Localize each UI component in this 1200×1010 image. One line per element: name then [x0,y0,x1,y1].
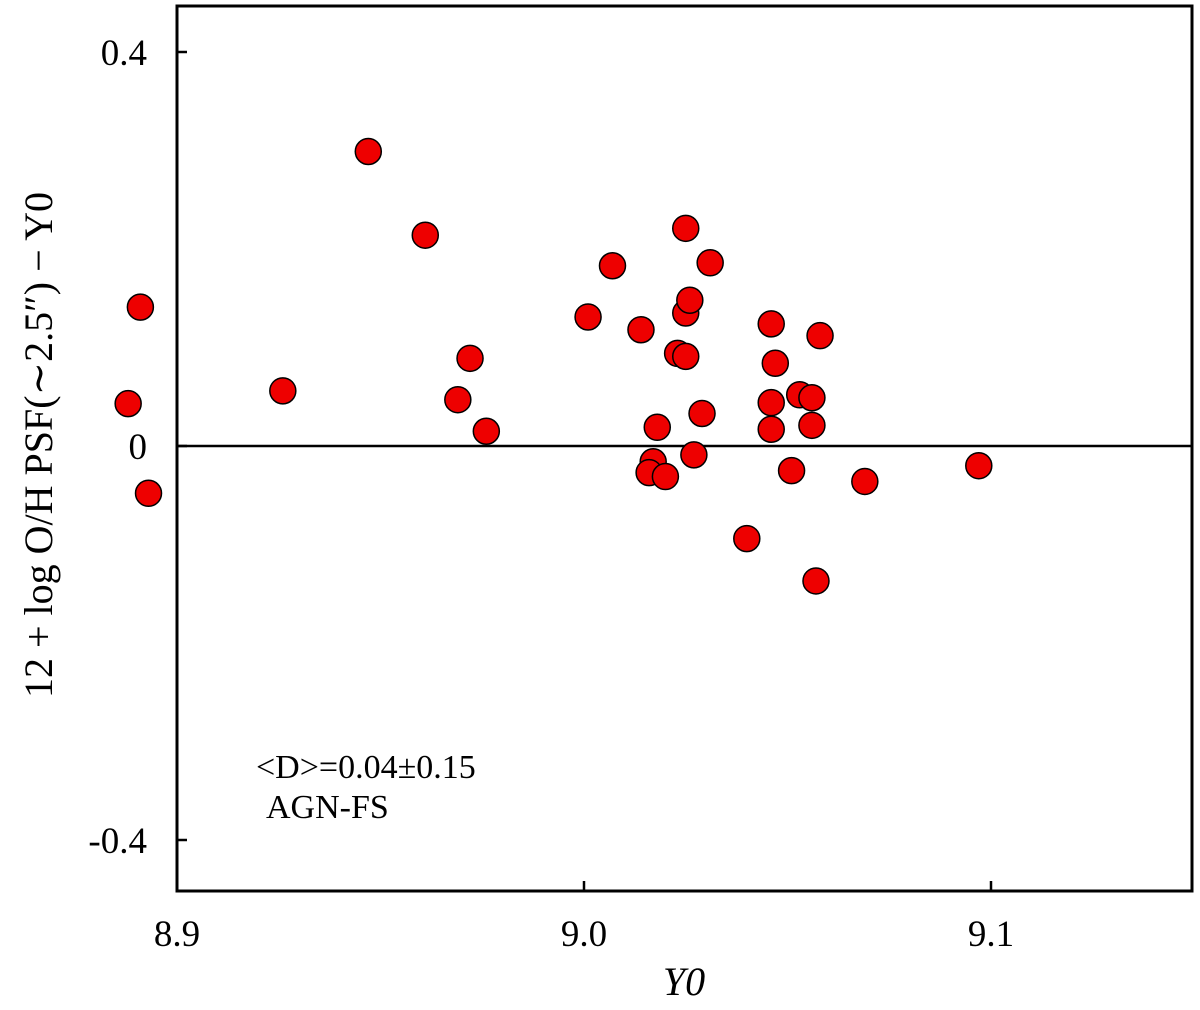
data-point [757,388,785,417]
data-point [126,293,155,321]
data-point [627,316,655,344]
x-tick-label: 8.9 [154,914,200,955]
data-point [965,451,993,480]
data-point [114,389,142,418]
y-tick-label: 0.4 [101,33,147,74]
data-points [114,137,993,595]
x-tick-label: 9.1 [968,914,1014,955]
data-point [456,344,484,373]
data-point [757,310,785,338]
data-point [761,349,790,378]
x-tick-label: 9.0 [561,914,607,955]
data-point [444,385,472,414]
data-point [696,249,724,277]
data-point [777,456,806,485]
data-point [806,321,834,350]
y-tick-label: 0 [129,427,148,468]
data-point [354,137,383,166]
y-axis-title: 12 + log O/H PSF(∼2.5″) − Y0 [16,192,61,698]
data-point [851,467,879,496]
data-point [269,377,297,405]
data-point [651,462,680,491]
data-point [680,441,708,469]
data-point [757,415,785,444]
y-axis-ticks: 0.4 0 -0.4 [88,33,187,862]
data-point [688,399,716,428]
data-point [134,479,163,508]
data-point [672,342,700,371]
data-point [574,303,602,331]
data-point [643,413,672,442]
x-axis-ticks: 8.9 9.0 9.1 [154,881,1014,955]
data-point [472,417,501,445]
x-axis-title: Y0 [663,959,705,1004]
data-point [598,251,627,280]
data-point [411,221,440,249]
annotation-sample-label: AGN-FS [266,789,389,826]
plot-frame [175,4,1194,893]
data-point [733,524,761,553]
y-tick-label: -0.4 [88,821,147,862]
data-point [798,383,826,412]
data-point [802,567,830,595]
data-point [672,214,700,243]
annotation-mean-d: <D>=0.04±0.15 [256,749,476,786]
data-point [676,286,704,314]
data-point [798,411,826,440]
